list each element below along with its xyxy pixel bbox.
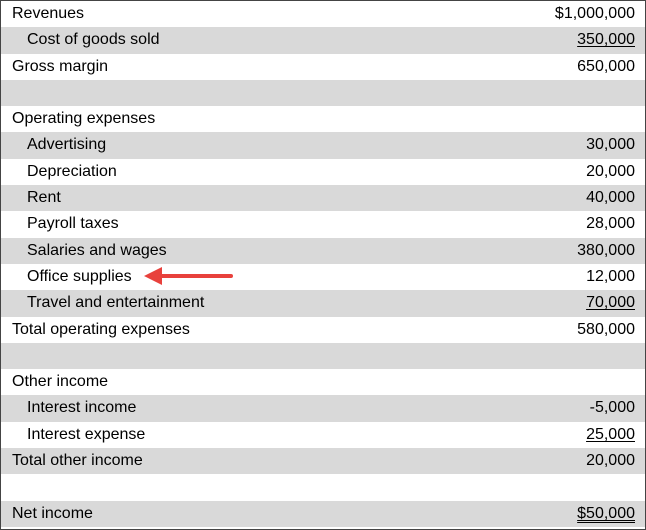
row-label: Cost of goods sold bbox=[27, 31, 160, 49]
row-label: Advertising bbox=[27, 136, 107, 154]
red-arrow-left-icon bbox=[144, 267, 233, 285]
row-label: Other income bbox=[12, 373, 109, 391]
row-label: Total operating expenses bbox=[12, 320, 190, 338]
statement-row-spacer bbox=[1, 474, 645, 500]
row-value: 580,000 bbox=[577, 320, 635, 338]
statement-row-other-income-header: Other income bbox=[1, 369, 645, 395]
statement-row-gross-margin: Gross margin 650,000 bbox=[1, 54, 645, 80]
statement-row-depreciation: Depreciation 20,000 bbox=[1, 159, 645, 185]
row-value: 12,000 bbox=[586, 267, 635, 285]
row-value: 650,000 bbox=[577, 57, 635, 75]
row-label: Rent bbox=[27, 189, 61, 207]
row-value: 20,000 bbox=[586, 162, 635, 180]
statement-row-operating-expenses-header: Operating expenses bbox=[1, 106, 645, 132]
statement-row-revenues: Revenues $1,000,000 bbox=[1, 1, 645, 27]
statement-row-payroll-taxes: Payroll taxes 28,000 bbox=[1, 211, 645, 237]
row-label: Office supplies bbox=[27, 267, 132, 285]
row-label: Net income bbox=[12, 504, 93, 522]
row-label: Payroll taxes bbox=[27, 215, 119, 233]
statement-row-interest-income: Interest income -5,000 bbox=[1, 395, 645, 422]
row-label: Travel and entertainment bbox=[27, 294, 205, 312]
statement-row-advertising: Advertising 30,000 bbox=[1, 132, 645, 159]
row-label: Gross margin bbox=[12, 57, 109, 75]
statement-row-travel-and-entertainment: Travel and entertainment 70,000 bbox=[1, 290, 645, 317]
row-value: -5,000 bbox=[589, 399, 635, 417]
row-label: Depreciation bbox=[27, 162, 117, 180]
row-value: 380,000 bbox=[577, 241, 635, 259]
statement-row-total-other-income: Total other income 20,000 bbox=[1, 448, 645, 475]
row-value: 30,000 bbox=[586, 136, 635, 154]
statement-row-spacer bbox=[1, 342, 645, 370]
statement-row-total-operating-expenses: Total operating expenses 580,000 bbox=[1, 317, 645, 343]
row-value: 70,000 bbox=[586, 294, 635, 312]
statement-row-cost-of-goods-sold: Cost of goods sold 350,000 bbox=[1, 27, 645, 54]
statement-row-salaries-and-wages: Salaries and wages 380,000 bbox=[1, 237, 645, 264]
statement-row-rent: Rent 40,000 bbox=[1, 185, 645, 212]
row-label: Salaries and wages bbox=[27, 241, 167, 259]
row-label: Total other income bbox=[12, 452, 143, 470]
row-value: $50,000 bbox=[577, 504, 635, 522]
row-value: 40,000 bbox=[586, 189, 635, 207]
row-label: Revenues bbox=[12, 5, 85, 22]
row-value: 25,000 bbox=[586, 425, 635, 443]
row-value: $1,000,000 bbox=[554, 5, 635, 22]
row-value: 20,000 bbox=[586, 452, 635, 470]
statement-row-spacer bbox=[1, 79, 645, 107]
row-value: 350,000 bbox=[577, 31, 635, 49]
statement-row-net-income: Net income $50,000 bbox=[1, 500, 645, 527]
row-label: Interest income bbox=[27, 399, 137, 417]
row-label: Operating expenses bbox=[12, 110, 156, 128]
row-label: Interest expense bbox=[27, 425, 146, 443]
row-value: 28,000 bbox=[586, 215, 635, 233]
statement-row-interest-expense: Interest expense 25,000 bbox=[1, 422, 645, 448]
statement-row-office-supplies: Office supplies 12,000 bbox=[1, 264, 645, 290]
